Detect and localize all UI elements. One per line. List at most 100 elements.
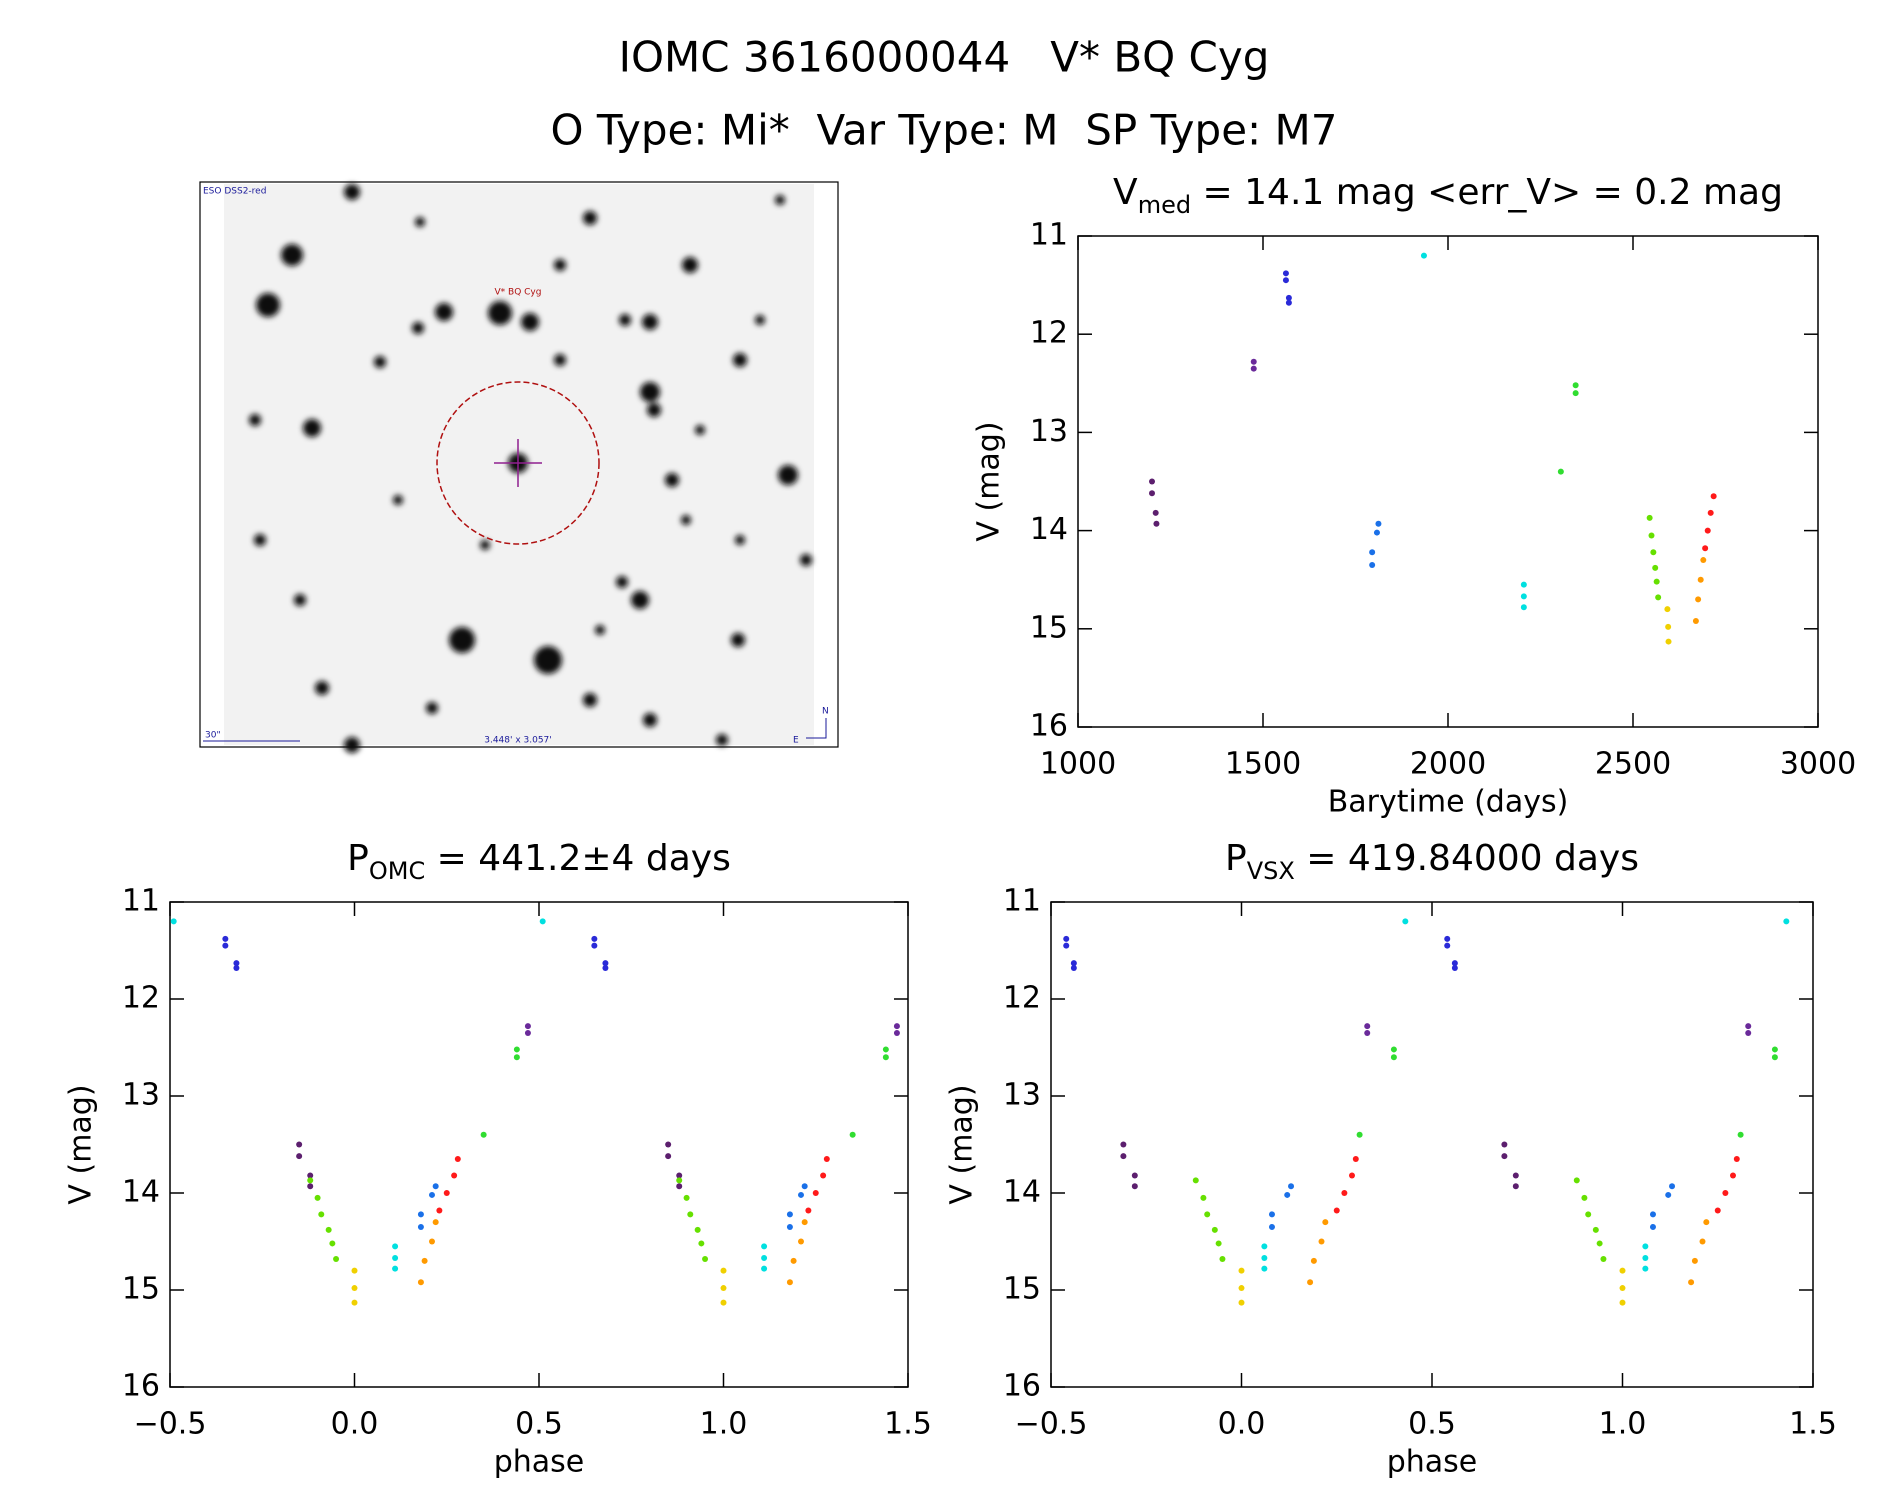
data-point bbox=[1695, 596, 1702, 603]
data-point bbox=[1219, 1255, 1226, 1262]
y-axis-title: V (mag) bbox=[64, 1084, 99, 1204]
y-tick-label: 16 bbox=[1030, 709, 1068, 744]
data-point bbox=[513, 1054, 520, 1061]
data-point bbox=[665, 1141, 672, 1148]
data-point bbox=[1581, 1194, 1588, 1201]
data-point bbox=[1783, 918, 1790, 925]
data-point bbox=[1373, 529, 1380, 536]
data-point bbox=[790, 1257, 797, 1264]
data-point bbox=[1664, 606, 1671, 613]
x-tick-label: 0.5 bbox=[515, 1407, 563, 1442]
data-point bbox=[1650, 549, 1657, 556]
x-tick-label: 1000 bbox=[1040, 747, 1116, 782]
data-point bbox=[1520, 581, 1527, 588]
data-point bbox=[805, 1207, 812, 1214]
x-tick-label: 1.0 bbox=[1599, 1407, 1647, 1442]
data-point bbox=[1722, 1190, 1729, 1196]
data-point bbox=[676, 1177, 683, 1184]
data-point bbox=[1700, 557, 1707, 564]
data-point bbox=[720, 1267, 727, 1274]
data-point bbox=[812, 1190, 819, 1196]
data-point bbox=[882, 1054, 889, 1061]
data-point bbox=[1285, 294, 1292, 301]
data-point bbox=[1200, 1194, 1207, 1201]
data-point bbox=[720, 1299, 727, 1306]
data-point bbox=[1070, 964, 1077, 971]
data-point bbox=[436, 1207, 443, 1214]
title-rest: = 14.1 mag <err_V> = 0.2 mag bbox=[1191, 172, 1783, 213]
data-point bbox=[823, 1156, 830, 1163]
data-point bbox=[421, 1257, 428, 1264]
data-point bbox=[1369, 549, 1376, 556]
data-point bbox=[1649, 1223, 1656, 1230]
data-point bbox=[893, 1029, 900, 1036]
data-point bbox=[591, 942, 598, 949]
data-point bbox=[392, 1243, 399, 1250]
data-point bbox=[761, 1243, 768, 1250]
data-point bbox=[1364, 1023, 1371, 1030]
data-point bbox=[1665, 638, 1672, 645]
data-point bbox=[539, 918, 546, 925]
title-subscript: med bbox=[1138, 191, 1191, 219]
data-point bbox=[1649, 1211, 1656, 1218]
data-point bbox=[1501, 1153, 1508, 1160]
data-point bbox=[1063, 942, 1070, 949]
data-point bbox=[1688, 1279, 1695, 1286]
data-point bbox=[1573, 1177, 1580, 1184]
data-point bbox=[1596, 1240, 1603, 1247]
data-point bbox=[1238, 1299, 1245, 1306]
x-axis-title: phase bbox=[1387, 1445, 1478, 1480]
data-point bbox=[801, 1183, 808, 1190]
data-point bbox=[602, 964, 609, 971]
data-point bbox=[1771, 1046, 1778, 1053]
data-point bbox=[1215, 1240, 1222, 1247]
data-point bbox=[1710, 493, 1717, 500]
data-point bbox=[307, 1172, 314, 1179]
data-point bbox=[882, 1046, 889, 1053]
data-point bbox=[451, 1172, 458, 1179]
east-label: E bbox=[793, 736, 799, 746]
data-point bbox=[1211, 1226, 1218, 1233]
data-point bbox=[1652, 564, 1659, 571]
data-point bbox=[417, 1223, 424, 1230]
data-point bbox=[786, 1279, 793, 1286]
x-tick-label: 1.0 bbox=[700, 1407, 748, 1442]
data-point bbox=[443, 1190, 450, 1196]
data-point bbox=[1642, 1254, 1649, 1261]
data-point bbox=[296, 1153, 303, 1160]
data-point bbox=[1284, 1191, 1291, 1198]
y-tick-label: 12 bbox=[1030, 316, 1068, 351]
data-point bbox=[1268, 1223, 1275, 1230]
scatter-panel: −0.5 0.0 0.5 1.0 1.5 11 12 13 14 15 16 phase V (mag)… bbox=[945, 838, 1837, 1480]
y-axis-title: V (mag) bbox=[945, 1084, 980, 1204]
data-point bbox=[1557, 468, 1564, 475]
data-point bbox=[1451, 960, 1458, 967]
data-point bbox=[392, 1254, 399, 1261]
y-tick-label: 12 bbox=[1003, 981, 1041, 1016]
data-point bbox=[591, 935, 598, 942]
data-point bbox=[1646, 514, 1653, 521]
plot-frame bbox=[1077, 235, 1819, 728]
x-tick-label: 1.5 bbox=[884, 1407, 932, 1442]
title-subscript: VSX bbox=[1247, 857, 1295, 885]
scatter-panel: −0.5 0.0 0.5 1.0 1.5 11 12 13 14 15 16 phase V (mag)… bbox=[64, 838, 932, 1480]
target-label: V* BQ Cyg bbox=[495, 288, 542, 298]
data-point bbox=[296, 1141, 303, 1148]
data-point bbox=[1704, 527, 1711, 534]
data-point bbox=[1152, 509, 1159, 516]
data-point bbox=[1729, 1172, 1736, 1179]
data-point bbox=[329, 1240, 336, 1247]
data-point bbox=[1204, 1211, 1211, 1218]
title-main: P bbox=[347, 838, 369, 879]
data-point bbox=[761, 1254, 768, 1261]
data-point bbox=[1364, 1029, 1371, 1036]
data-point bbox=[1444, 935, 1451, 942]
data-point bbox=[1063, 935, 1070, 942]
data-point bbox=[801, 1219, 808, 1226]
data-point bbox=[1352, 1156, 1359, 1163]
data-point bbox=[233, 960, 240, 967]
data-point bbox=[1375, 520, 1382, 527]
data-point bbox=[1149, 490, 1155, 497]
data-point bbox=[1520, 593, 1527, 600]
